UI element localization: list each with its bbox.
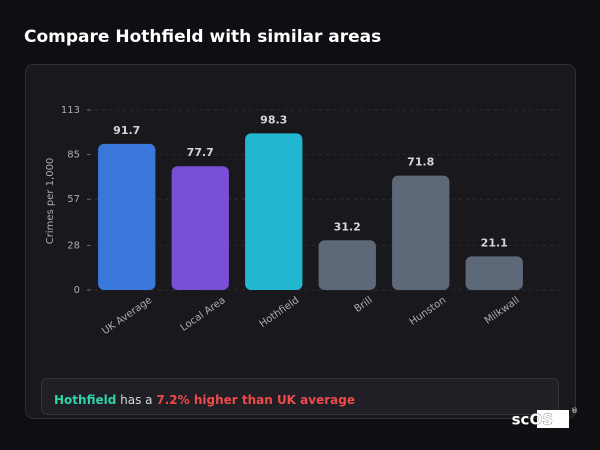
logo: scOS	[512, 411, 553, 429]
value-label: 31.2	[334, 220, 361, 233]
y-tick-label: 85	[67, 150, 80, 161]
value-label: 21.1	[481, 236, 508, 249]
value-label: 91.7	[113, 124, 140, 137]
page-title: Compare Hothfield with similar areas	[24, 27, 381, 47]
y-tick-label: 113	[61, 105, 80, 116]
bar	[465, 256, 523, 290]
bar	[171, 166, 229, 290]
bar	[98, 143, 156, 290]
value-label: 98.3	[260, 113, 287, 126]
y-axis-label: Crimes per 1,000	[45, 158, 56, 245]
summary-area: Hothfield	[54, 393, 116, 407]
summary-box	[41, 378, 559, 415]
y-tick-label: 0	[74, 285, 80, 296]
y-tick-label: 28	[67, 240, 80, 251]
summary-phrase: has a	[120, 393, 152, 407]
summary-comparison: 7.2% higher than UK average	[156, 393, 355, 407]
logo-mark: ®	[571, 407, 578, 415]
value-label: 77.7	[187, 146, 214, 159]
bar	[245, 133, 303, 290]
logo-box	[537, 410, 569, 428]
bar	[392, 175, 450, 290]
summary-text: Hothfield has a 7.2% higher than UK aver…	[54, 393, 355, 407]
y-tick-label: 57	[67, 194, 80, 205]
value-label: 71.8	[407, 156, 434, 169]
bar	[318, 240, 376, 290]
